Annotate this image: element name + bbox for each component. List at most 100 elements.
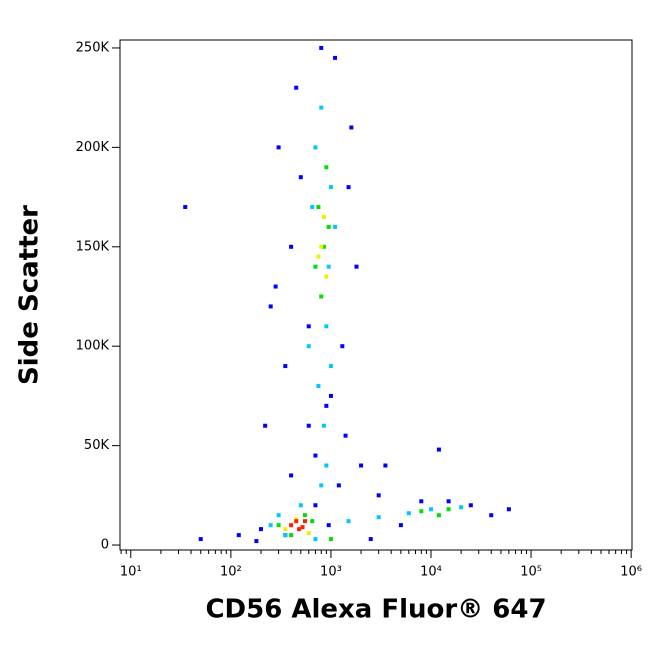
data-point xyxy=(313,453,318,458)
x-tick-label: 10² xyxy=(220,565,242,580)
data-point xyxy=(346,185,351,190)
data-point xyxy=(316,254,321,259)
data-point xyxy=(313,537,318,542)
data-point xyxy=(359,463,364,468)
data-point xyxy=(346,519,351,524)
data-point xyxy=(429,507,434,512)
data-point xyxy=(306,531,311,536)
data-point xyxy=(300,525,305,530)
data-point xyxy=(319,483,324,488)
data-point xyxy=(324,403,329,408)
data-point xyxy=(333,55,338,60)
x-tick-label: 10¹ xyxy=(120,565,142,580)
data-point xyxy=(328,393,333,398)
data-point xyxy=(313,503,318,508)
data-point xyxy=(336,483,341,488)
data-point xyxy=(294,519,299,524)
data-point xyxy=(268,304,273,309)
data-point xyxy=(310,519,315,524)
data-point xyxy=(316,383,321,388)
data-point xyxy=(349,125,354,130)
data-point xyxy=(183,205,188,210)
data-point xyxy=(328,185,333,190)
data-point xyxy=(297,527,302,532)
data-point xyxy=(436,447,441,452)
data-point xyxy=(398,523,403,528)
data-point xyxy=(446,499,451,504)
data-point xyxy=(383,463,388,468)
data-point xyxy=(489,513,494,518)
data-point xyxy=(306,324,311,329)
data-point xyxy=(376,515,381,520)
data-point xyxy=(273,284,278,289)
data-point xyxy=(298,175,303,180)
data-point xyxy=(324,274,329,279)
data-point xyxy=(328,364,333,369)
data-point xyxy=(306,423,311,428)
data-point xyxy=(236,533,241,538)
x-tick-label: 10⁴ xyxy=(420,565,442,580)
x-tick-label: 10⁵ xyxy=(520,565,542,580)
data-point xyxy=(316,205,321,210)
data-point xyxy=(306,344,311,349)
data-point xyxy=(326,264,331,269)
data-point xyxy=(406,511,411,516)
data-point xyxy=(319,244,324,249)
y-axis-title: Side Scatter xyxy=(15,205,45,385)
x-tick-label: 10⁶ xyxy=(620,565,642,580)
data-point xyxy=(326,523,331,528)
y-tick-label: 0 xyxy=(101,538,109,553)
data-point xyxy=(276,145,281,150)
data-point xyxy=(333,224,338,229)
data-point xyxy=(283,527,288,532)
data-point xyxy=(321,214,326,219)
data-point xyxy=(254,539,259,544)
data-point xyxy=(321,423,326,428)
data-point xyxy=(340,344,345,349)
data-point xyxy=(302,513,307,518)
data-point xyxy=(289,244,294,249)
data-point xyxy=(263,423,268,428)
data-point xyxy=(198,537,203,542)
data-point xyxy=(276,523,281,528)
data-point xyxy=(258,527,263,532)
data-point xyxy=(268,523,273,528)
data-point xyxy=(328,537,333,542)
data-point xyxy=(294,85,299,90)
data-point xyxy=(459,505,464,510)
data-point xyxy=(354,264,359,269)
y-tick-label: 150K xyxy=(76,239,110,254)
data-point xyxy=(313,264,318,269)
data-point xyxy=(298,503,303,508)
data-point xyxy=(289,533,294,538)
data-point xyxy=(302,519,307,524)
data-point xyxy=(324,463,329,468)
y-tick-label: 200K xyxy=(76,140,110,155)
data-point xyxy=(419,499,424,504)
data-point xyxy=(446,507,451,512)
data-point xyxy=(436,513,441,518)
plot-frame xyxy=(119,39,633,551)
data-point xyxy=(343,433,348,438)
data-point xyxy=(319,294,324,299)
data-point xyxy=(324,324,329,329)
data-point xyxy=(276,513,281,518)
data-point xyxy=(324,165,329,170)
data-point xyxy=(313,145,318,150)
y-tick-label: 50K xyxy=(84,438,110,453)
data-point xyxy=(321,244,326,249)
data-point xyxy=(319,105,324,110)
data-point xyxy=(468,503,473,508)
data-point xyxy=(368,537,373,542)
data-point xyxy=(289,523,294,528)
y-tick-label: 250K xyxy=(76,40,110,55)
data-point xyxy=(506,507,511,512)
data-point xyxy=(319,45,324,50)
data-point xyxy=(326,224,331,229)
data-point xyxy=(310,205,315,210)
data-point xyxy=(376,493,381,498)
data-point xyxy=(289,473,294,478)
y-tick-label: 100K xyxy=(76,339,110,354)
x-tick-label: 10³ xyxy=(320,565,342,580)
